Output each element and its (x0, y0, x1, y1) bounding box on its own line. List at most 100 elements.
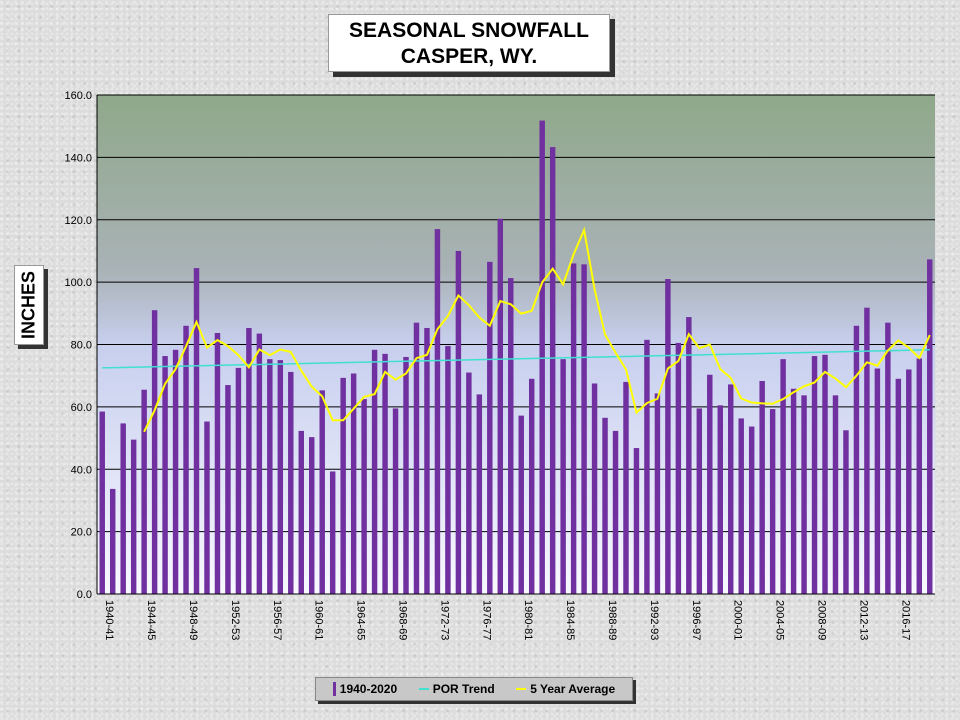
bar (675, 342, 682, 594)
bar (623, 381, 629, 594)
bar (874, 368, 881, 594)
bar (403, 356, 409, 594)
bar (162, 356, 168, 594)
bar (528, 378, 535, 594)
y-tick-label: 40.0 (71, 464, 92, 476)
bar (350, 373, 357, 594)
bar (654, 393, 661, 594)
bar (864, 307, 870, 594)
bar (539, 120, 545, 594)
x-tick-label: 2016-17 (899, 600, 911, 640)
bar (413, 322, 420, 594)
bar (225, 385, 231, 594)
bar (497, 218, 504, 594)
bar (298, 430, 304, 594)
bar (560, 359, 566, 594)
legend-item-trend: POR Trend (418, 682, 495, 696)
bar (822, 354, 828, 594)
x-tick-label: 2004-05 (774, 600, 786, 640)
legend-swatch-trend (418, 688, 429, 690)
y-tick-label: 20.0 (71, 527, 92, 539)
y-tick-label: 160.0 (64, 90, 92, 102)
x-tick-label: 1948-49 (187, 600, 199, 640)
bar (738, 418, 744, 594)
bar (665, 279, 671, 594)
bar (759, 380, 765, 594)
bar (832, 395, 839, 594)
bar (371, 349, 378, 594)
bar (424, 327, 430, 594)
legend-label-bars: 1940-2020 (339, 682, 398, 696)
x-tick-label: 1956-57 (271, 600, 283, 640)
chart-title-line1: SEASONAL SNOWFALL (349, 19, 589, 42)
bar (445, 346, 451, 594)
bar (570, 263, 577, 594)
bar (214, 332, 221, 594)
bar (644, 339, 650, 594)
bar (455, 250, 462, 594)
bar (927, 259, 933, 594)
bar (392, 408, 399, 594)
y-tick-label: 0.0 (77, 589, 92, 601)
bar (235, 367, 242, 594)
bar (549, 147, 556, 594)
bar (748, 426, 755, 594)
bar (885, 322, 891, 594)
bar (916, 358, 923, 594)
legend: 1940-2020 POR Trend 5 Year Average (315, 677, 633, 701)
y-tick-label: 120.0 (64, 215, 92, 227)
trend-line (102, 349, 930, 369)
bar (728, 384, 734, 594)
bar (633, 448, 640, 594)
bar (193, 268, 200, 594)
bar (906, 369, 912, 594)
bar (434, 229, 441, 594)
bar (476, 394, 483, 594)
legend-label-trend: POR Trend (432, 682, 495, 696)
bar (717, 405, 723, 594)
x-tick-label: 1984-85 (564, 600, 576, 640)
bar (591, 383, 598, 594)
bar (686, 317, 692, 594)
x-tick-label: 1960-61 (313, 600, 325, 640)
bar (120, 423, 126, 594)
bar (612, 430, 619, 594)
five-year-average-line (143, 226, 931, 433)
x-tick-label: 2008-09 (816, 600, 828, 640)
bar (109, 488, 116, 594)
legend-label-average: 5 Year Average (530, 682, 616, 696)
x-tick-label: 1992-93 (648, 600, 660, 640)
bar (780, 359, 786, 594)
x-tick-label: 1996-97 (690, 600, 702, 640)
x-tick-label: 1972-73 (438, 600, 450, 640)
x-tick-label: 1940-41 (103, 600, 115, 640)
y-tick-label: 100.0 (64, 277, 92, 289)
x-tick-label: 2000-01 (732, 600, 744, 640)
bar (309, 437, 315, 594)
bar (288, 371, 294, 594)
legend-swatch-average (516, 688, 527, 690)
chart-title-box: SEASONAL SNOWFALL CASPER, WY. (328, 14, 610, 72)
bar (141, 389, 147, 594)
x-tick-label: 2012-13 (857, 600, 869, 640)
bar (696, 408, 703, 594)
bar (853, 325, 860, 594)
bar (707, 374, 713, 594)
bar (267, 359, 273, 594)
legend-item-average: 5 Year Average (516, 682, 615, 696)
y-axis-label-box: INCHES (14, 265, 44, 345)
chart-title-line2: CASPER, WY. (400, 45, 538, 68)
x-tick-label: 1952-53 (229, 600, 241, 640)
bar (811, 356, 818, 594)
bar (183, 325, 189, 594)
legend-item-bars: 1940-2020 (332, 682, 398, 696)
bar (895, 378, 902, 594)
x-tick-label: 1988-89 (606, 600, 618, 640)
bar (487, 261, 493, 594)
legend-swatch-bars (332, 682, 336, 696)
bar (130, 439, 137, 594)
bar (340, 377, 346, 594)
x-tick-label: 1964-65 (355, 600, 367, 640)
bar (99, 411, 105, 594)
